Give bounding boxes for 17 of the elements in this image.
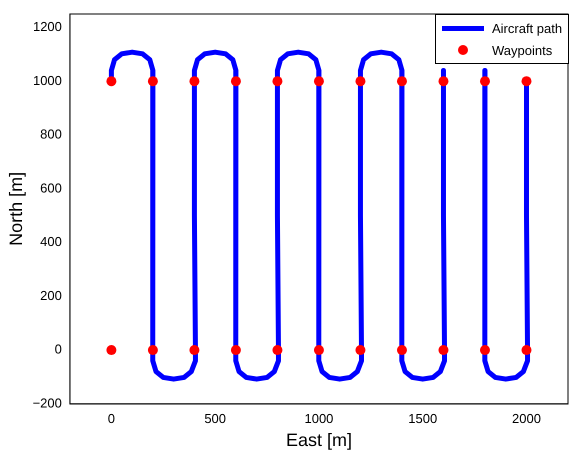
y-tick-label: 400	[40, 234, 62, 250]
y-tick-label: 1200	[32, 19, 62, 34]
x-tick-label: 0	[108, 411, 116, 426]
x-axis-title: East [m]	[286, 430, 352, 450]
y-tick-label: −200	[32, 395, 62, 410]
x-tick-label: 1000	[304, 411, 334, 426]
y-tick-label: 0	[54, 342, 62, 357]
x-tick-label: 1500	[408, 411, 438, 426]
y-tick-label: 1000	[32, 72, 62, 88]
x-tick-label: 2000	[512, 411, 541, 426]
y-tick-label: 200	[40, 288, 62, 303]
x-tick-label: 500	[204, 411, 226, 426]
y-tick-label: 600	[40, 180, 62, 196]
y-axis-title: North [m]	[6, 172, 26, 246]
y-tick-label: 800	[40, 126, 62, 142]
legend-label: Aircraft path	[492, 20, 562, 36]
legend-label: Waypoints	[492, 42, 552, 58]
